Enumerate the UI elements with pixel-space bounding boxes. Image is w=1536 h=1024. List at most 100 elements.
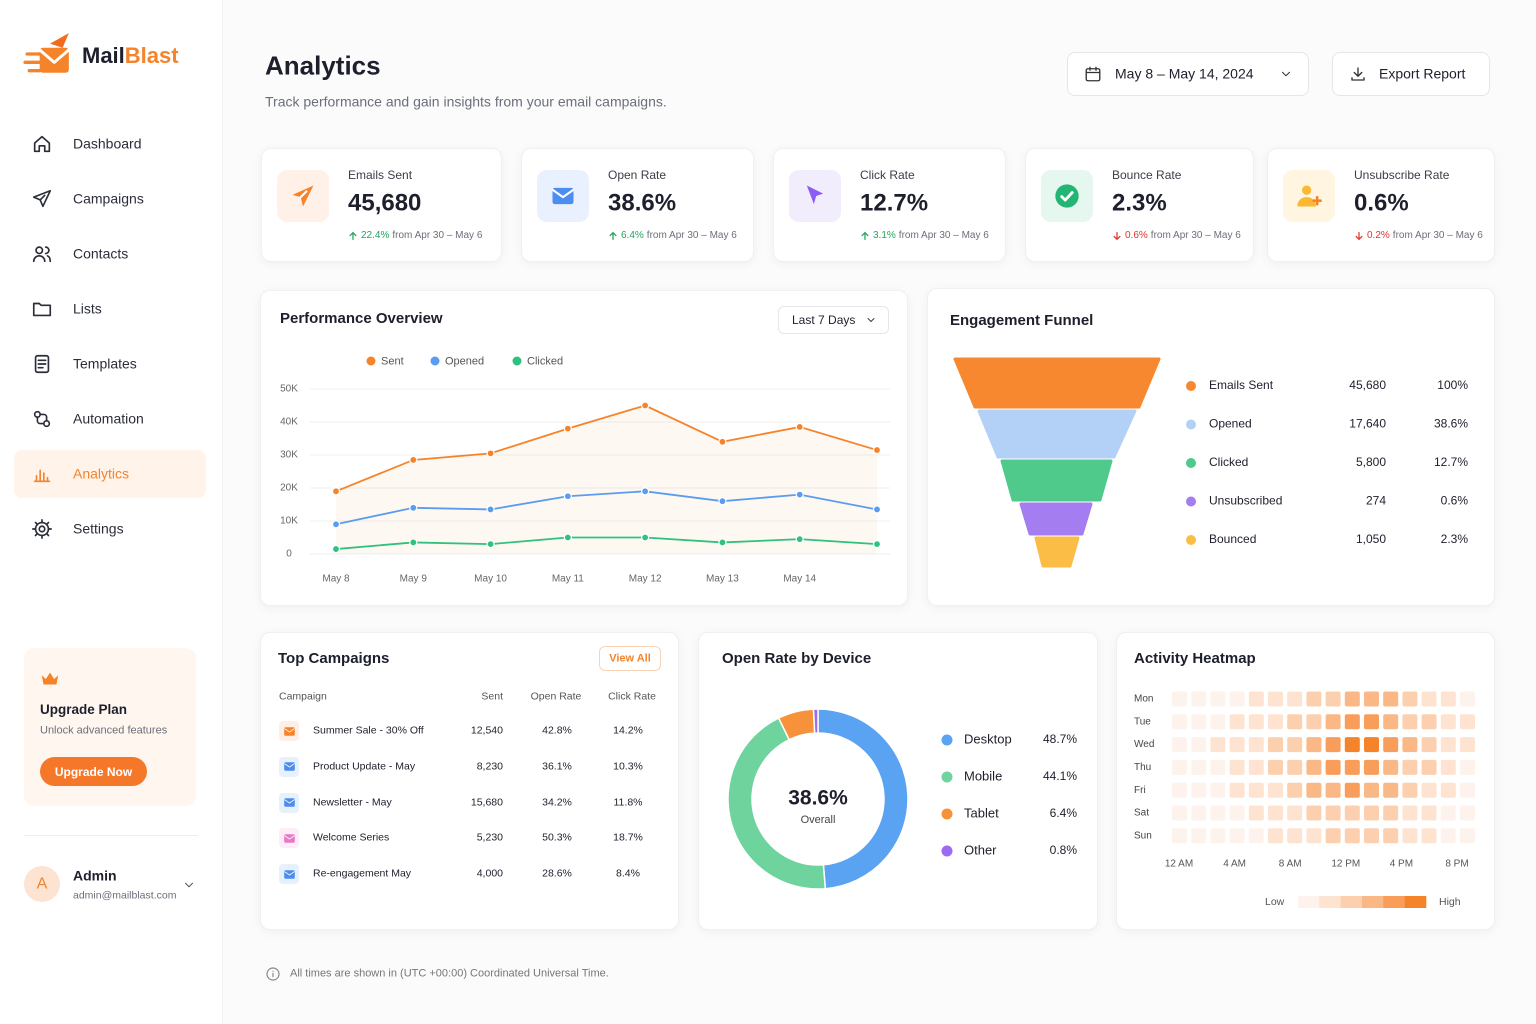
kpi-value: 2.3%	[1112, 189, 1167, 217]
kpi-card	[261, 148, 502, 262]
nav-icon	[32, 189, 52, 208]
icon-part	[861, 231, 869, 240]
icon-part	[32, 519, 52, 539]
kpi-arrow	[349, 231, 357, 240]
nav-item[interactable]: Dashboard	[73, 135, 142, 152]
range-label[interactable]: Last 7 Days	[792, 312, 856, 327]
campaign-open-rate: 28.6%	[542, 867, 572, 880]
kpi-icon	[1297, 185, 1322, 207]
kpi-label: Click Rate	[860, 167, 915, 182]
campaign-icon	[283, 798, 295, 807]
icon-part	[38, 48, 71, 64]
heatmap-card	[1116, 632, 1495, 930]
view-all-button[interactable]	[599, 646, 661, 671]
kpi-change-value: 3.1%	[873, 230, 896, 241]
column-header: Sent	[481, 690, 503, 703]
icon-part	[39, 47, 69, 73]
brand: MailBlast	[82, 43, 179, 69]
campaign-name[interactable]: Re-engagement May	[313, 867, 412, 880]
device-card	[698, 632, 1098, 930]
nav-item[interactable]: Lists	[73, 300, 102, 317]
kpi-value: 45,680	[348, 189, 422, 217]
nav-item[interactable]: Automation	[73, 410, 144, 427]
icon-part	[283, 869, 295, 879]
kpi-icon	[806, 185, 824, 205]
icon-part	[35, 246, 44, 255]
icon-part	[1355, 232, 1363, 241]
icon-part	[1085, 68, 1101, 82]
kpi-period: from Apr 30 – May 6	[392, 230, 483, 241]
nav-item[interactable]: Contacts	[73, 245, 129, 262]
icon-part	[283, 726, 295, 736]
kpi-value: 38.6%	[608, 189, 677, 217]
nav-icon	[33, 469, 51, 483]
kpi-change-value: 0.2%	[1367, 230, 1390, 241]
nav-icon	[32, 246, 52, 263]
campaign-sent: 4,000	[476, 867, 503, 880]
campaign-name[interactable]: Product Update - May	[313, 760, 416, 773]
icon-part	[36, 413, 48, 425]
avatar	[24, 866, 60, 902]
upgrade-button-label[interactable]: Upgrade Now	[54, 764, 133, 779]
icon-part	[283, 727, 295, 732]
kpi-icon	[552, 187, 574, 205]
kpi-value: 0.6%	[1354, 189, 1409, 217]
card-title: Performance Overview	[280, 310, 443, 327]
kpi-arrow	[609, 231, 617, 240]
avatar-initial: A	[36, 875, 48, 893]
icon-part	[283, 834, 295, 843]
nav-icon	[33, 135, 51, 153]
icon-part	[34, 354, 50, 374]
user-name: Admin	[73, 867, 117, 884]
icon-part	[867, 318, 875, 322]
page-title: Analytics	[265, 50, 381, 81]
kpi-icon	[292, 185, 314, 207]
date-chevron	[1281, 71, 1291, 77]
view-all-label[interactable]: View All	[609, 651, 651, 664]
icon-part	[283, 798, 295, 807]
nav-item[interactable]: Campaigns	[73, 190, 144, 207]
campaign-click-rate: 10.3%	[613, 760, 643, 773]
range-dropdown[interactable]	[778, 306, 889, 334]
nav-item[interactable]: Analytics	[73, 465, 130, 482]
icon-part	[349, 231, 357, 240]
nav-item[interactable]: Settings	[73, 520, 124, 537]
icon-part	[806, 185, 824, 205]
user-menu-chevron	[184, 882, 194, 888]
date-range[interactable]: May 8 – May 14, 2024	[1115, 65, 1254, 82]
campaign-name[interactable]: Newsletter - May	[313, 796, 392, 809]
icon-part	[283, 871, 295, 876]
icon-part	[1302, 185, 1312, 195]
icon-part	[609, 231, 617, 240]
campaign-click-rate: 14.2%	[613, 724, 643, 737]
kpi-change: 6.4% from Apr 30 – May 6	[608, 230, 737, 242]
upgrade-title: Upgrade Plan	[40, 701, 128, 717]
card-title: Engagement Funnel	[950, 312, 1094, 329]
icon-part	[1060, 191, 1074, 202]
icon-part	[283, 763, 295, 768]
icon-part	[283, 762, 295, 772]
campaign-name[interactable]: Welcome Series	[313, 832, 390, 845]
kpi-label: Open Rate	[608, 167, 667, 182]
kpi-change: 3.1% from Apr 30 – May 6	[860, 230, 989, 242]
icon-part	[50, 33, 69, 48]
icon-part	[1297, 197, 1316, 207]
icon-part	[266, 967, 280, 981]
kpi-change: 22.4% from Apr 30 – May 6	[348, 230, 482, 242]
export-label[interactable]: Export Report	[1379, 65, 1466, 82]
funnel-card	[927, 288, 1495, 606]
nav-item[interactable]: Templates	[73, 355, 137, 372]
nav-icon	[34, 354, 50, 374]
campaign-name[interactable]: Summer Sale - 30% Off	[313, 724, 424, 737]
crown-icon	[41, 672, 59, 685]
upgrade-button[interactable]	[40, 757, 147, 786]
card-title: Activity Heatmap	[1134, 650, 1256, 667]
campaign-click-rate: 8.4%	[616, 867, 640, 880]
campaign-sent: 15,680	[470, 796, 503, 809]
brand-part: Blast	[124, 42, 179, 68]
date-picker[interactable]	[1067, 52, 1309, 96]
card-title: Top Campaigns	[278, 650, 390, 667]
campaign-icon	[283, 869, 295, 879]
kpi-change-value: 22.4%	[361, 230, 390, 241]
